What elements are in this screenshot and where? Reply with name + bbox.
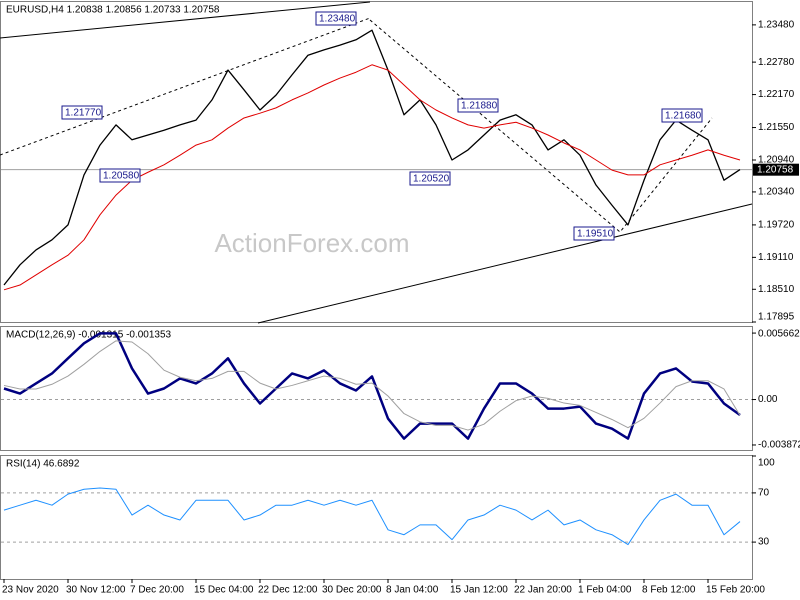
annotation-box [61,105,103,120]
annotation-box [315,11,357,26]
annotation: 1.23480 [319,14,356,25]
x-tick-label: 15 Dec 04:00 [194,585,254,596]
x-tick-label: 23 Nov 2020 [2,585,59,596]
y-tick-label: 1.22780 [758,57,795,68]
channel-line [0,1,371,39]
annotation: 1.20520 [413,174,450,185]
x-tick-label: 8 Jan 04:00 [386,585,439,596]
annotation-box [457,98,499,113]
annotation-box [99,168,141,183]
x-tick-label: 15 Jan 12:00 [450,585,508,596]
x-tick-label: 30 Dec 20:00 [322,585,382,596]
y-tick-label: 1.23480 [758,20,795,31]
annotation-box [573,226,615,241]
price-label: 1.20758 [757,164,794,175]
macd-panel [0,326,753,451]
y-tick-label: 100 [758,458,775,469]
y-tick-label: 1.17895 [758,312,795,323]
x-tick-label: 22 Jan 20:00 [514,585,572,596]
annotation-box [409,171,451,186]
x-tick-label: 22 Dec 12:00 [258,585,318,596]
watermark: ActionForex.com [214,228,409,258]
x-tick-label: 15 Feb 20:00 [706,585,765,596]
annotation: 1.21680 [665,111,702,122]
price-box [753,163,799,176]
annotation: 1.21770 [65,108,102,119]
y-tick-label: 1.19110 [758,252,794,263]
y-tick-label: 1.22170 [758,89,795,100]
y-tick-label: 1.19720 [758,220,795,231]
rsi-panel [0,455,753,580]
price-panel [0,1,753,323]
y-tick-label: -0.003872 [758,440,800,451]
annotation-box [661,108,703,123]
series-line [3,64,741,291]
annotation: 1.20580 [103,171,140,182]
y-tick-label: 30 [758,537,770,548]
rsi-title: RSI(14) 46.6892 [6,459,80,470]
series-line [3,487,741,546]
series-line [3,332,741,440]
zigzag [369,19,713,233]
y-tick-label: 0.005662 [758,329,800,340]
macd-title: MACD(12,26,9) -0.001315 -0.001353 [6,330,172,341]
annotation: 1.21880 [461,101,498,112]
x-tick-label: 30 Nov 12:00 [66,585,126,596]
x-tick-label: 8 Feb 12:00 [642,585,696,596]
y-tick-label: 1.20940 [758,155,795,166]
trend-line [257,203,753,324]
y-tick-label: 70 [758,488,770,499]
series-line [3,29,741,286]
series-line [3,340,741,431]
annotation: 1.19510 [577,229,614,240]
y-tick-label: 1.21550 [758,122,795,133]
chart-title: EURUSD,H4 1.20838 1.20856 1.20733 1.2075… [6,5,220,16]
y-tick-label: 1.20340 [758,187,795,198]
y-tick-label: 1.18510 [758,284,795,295]
x-tick-label: 1 Feb 04:00 [578,585,632,596]
y-tick-label: 0.00 [758,394,778,405]
x-tick-label: 7 Dec 20:00 [130,585,184,596]
